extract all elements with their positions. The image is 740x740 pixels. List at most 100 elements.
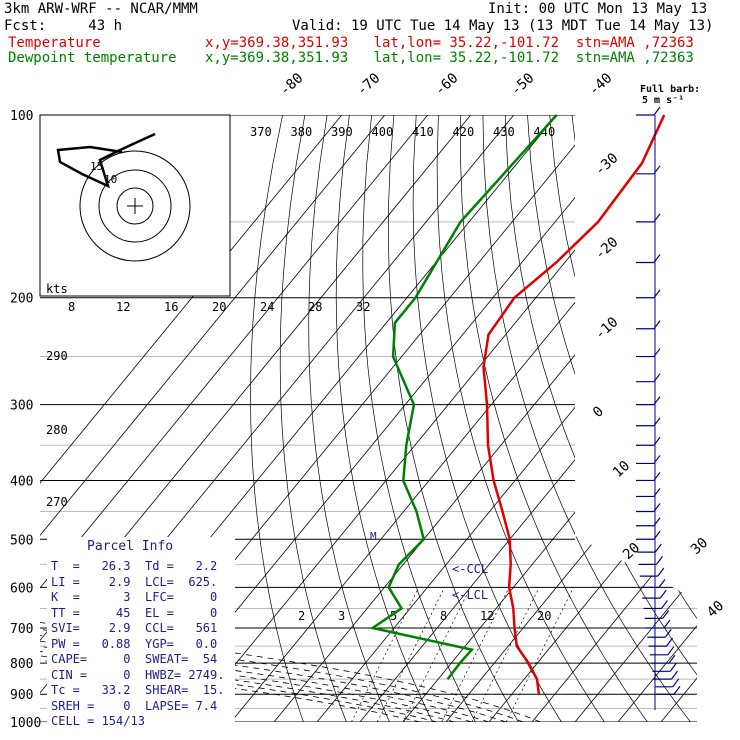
isotherm-label--10: -10	[592, 314, 622, 343]
isotherm-40	[574, 115, 697, 722]
init-time: Init: 00 UTC Mon 13 May 13	[488, 1, 708, 17]
wind-legend-line1: Full barb:	[640, 84, 700, 95]
isotherm-50	[617, 115, 697, 722]
dry-adiabat-300	[388, 115, 519, 722]
parcel-row-right: HWBZ= 2749.	[145, 667, 225, 682]
pressure-tick-900: 900	[10, 688, 33, 703]
dry-adiabat-280	[335, 115, 433, 722]
isotherm--110	[40, 115, 429, 722]
isotherm-0	[402, 115, 697, 722]
moist-adiabat-24	[40, 297, 507, 722]
parcel-row-left: CAPE= 0	[51, 652, 131, 666]
theta-label-370: 370	[250, 125, 272, 139]
parcel-info-title: Parcel Info	[87, 539, 174, 554]
isotherm-label-40: 40	[704, 598, 727, 621]
isotherm-20	[488, 115, 697, 722]
inset-tick-16: 16	[164, 300, 178, 314]
dry-adiabat-410	[638, 115, 697, 722]
series-line-dewpoint	[369, 114, 558, 680]
wind-barb-flag-575	[657, 567, 665, 577]
parcel-row-right: LCL= 625.	[145, 574, 218, 589]
pressure-tick-400: 400	[10, 474, 33, 489]
theta-left-label-280: 280	[46, 423, 68, 437]
wind-barb-flag-850	[671, 670, 678, 680]
dry-adiabat-420	[660, 115, 697, 722]
parcel-row-left: K = 3	[51, 590, 131, 604]
isotherm-60	[660, 115, 697, 722]
isotherm--120	[40, 115, 386, 722]
temperature-location: x,y=369.38,351.93 lat,lon= 35.22,-101.72…	[205, 35, 694, 51]
parcel-row-right: LAPSE= 7.4	[145, 698, 218, 713]
mixing-ratio-8	[441, 587, 510, 722]
isotherm-label--30: -30	[592, 150, 622, 179]
isotherm--130	[40, 115, 343, 722]
wind-barb-flag-750	[666, 637, 673, 647]
isotherm-10	[445, 115, 697, 722]
pressure-tick-500: 500	[10, 533, 33, 548]
parcel-row-right: EL = 0	[145, 605, 218, 620]
inset-tick-20: 20	[212, 300, 226, 314]
wind-barb-flag-800	[668, 654, 676, 664]
moist-adiabat-28	[40, 297, 524, 722]
inset-tick-kts: kts	[46, 282, 68, 296]
isotherm-label--50: -50	[508, 70, 538, 99]
mixing-ratio-5	[402, 587, 471, 722]
wind-barb-flag-825	[669, 662, 677, 672]
inset-tick-28: 28	[308, 300, 322, 314]
wind-barb-flag-550	[656, 556, 663, 565]
theta-label-390: 390	[331, 125, 353, 139]
wind-barb-flag-725	[664, 628, 672, 638]
hodograph-ring-1	[98, 169, 172, 243]
mixing-ratio-label-5: 5	[390, 609, 397, 623]
theta-label-400: 400	[372, 125, 394, 139]
mixing-ratio-3	[376, 587, 445, 722]
mixing-ratio-label-8: 8	[440, 609, 447, 623]
dry-adiabat-430	[682, 115, 697, 722]
lcl-label: <-LCL	[452, 588, 488, 602]
parcel-row-left: SREH = 0	[51, 698, 131, 713]
wind-barb-flag-775	[667, 646, 675, 656]
parcel-row-right: SWEAT= 54	[145, 652, 218, 666]
wind-barb-flag-625	[659, 589, 667, 599]
parcel-info-panel: Parcel Info T = 26.3 Td = 2.2 LI = 2.9 LCL=…	[47, 537, 235, 728]
theta-label-420: 420	[453, 125, 475, 139]
isotherm-label-0: 0	[590, 403, 607, 421]
wind-barb-flag-600	[658, 578, 666, 588]
inset-tick-24: 24	[260, 300, 274, 314]
wind-barb-flag-700	[663, 619, 671, 629]
temperature-label: Temperature	[8, 35, 101, 51]
hodograph-ring-2	[79, 150, 191, 262]
parcel-row-left: PW = 0.88	[51, 636, 131, 651]
m-label: M	[370, 530, 377, 543]
dry-adiabat-330	[460, 115, 648, 722]
dry-adiabat-400	[616, 115, 697, 722]
parcel-row-left: CELL = 154/13	[51, 714, 145, 728]
parcel-row-left: LI = 2.9	[51, 574, 131, 589]
hodograph-label-10: 10	[104, 173, 117, 186]
pressure-tick-700: 700	[10, 622, 33, 637]
isotherm--20	[316, 115, 697, 722]
dry-adiabat-250	[250, 115, 304, 722]
dry-adiabat-440	[706, 115, 740, 722]
pressure-tick-1000: 1000	[10, 716, 41, 731]
dry-adiabat-350	[504, 115, 697, 722]
mixing-ratio-2	[351, 587, 420, 722]
isotherm-label-10: 10	[610, 458, 633, 481]
dry-adiabat-320	[436, 115, 605, 722]
pressure-tick-800: 800	[10, 657, 33, 672]
parcel-row-left: CIN = 0	[51, 667, 131, 682]
inset-tick-32: 32	[356, 300, 370, 314]
wind-barb-flag-100	[653, 106, 661, 116]
series-line-temperature	[482, 114, 666, 695]
mixing-ratio-12	[471, 587, 540, 722]
parcel-row-right: CCL= 561	[145, 621, 218, 635]
isotherm-30	[531, 115, 697, 722]
parcel-row-left: Tc = 33.2	[51, 683, 131, 697]
parcel-row-right: LFC= 0	[145, 590, 218, 604]
pressure-tick-200: 200	[10, 292, 33, 307]
dry-adiabat-370	[549, 115, 697, 722]
mixing-ratio-label-12: 12	[480, 609, 494, 623]
wind-barb-flag-650	[661, 600, 668, 609]
isotherm-label--80: -80	[277, 70, 307, 99]
